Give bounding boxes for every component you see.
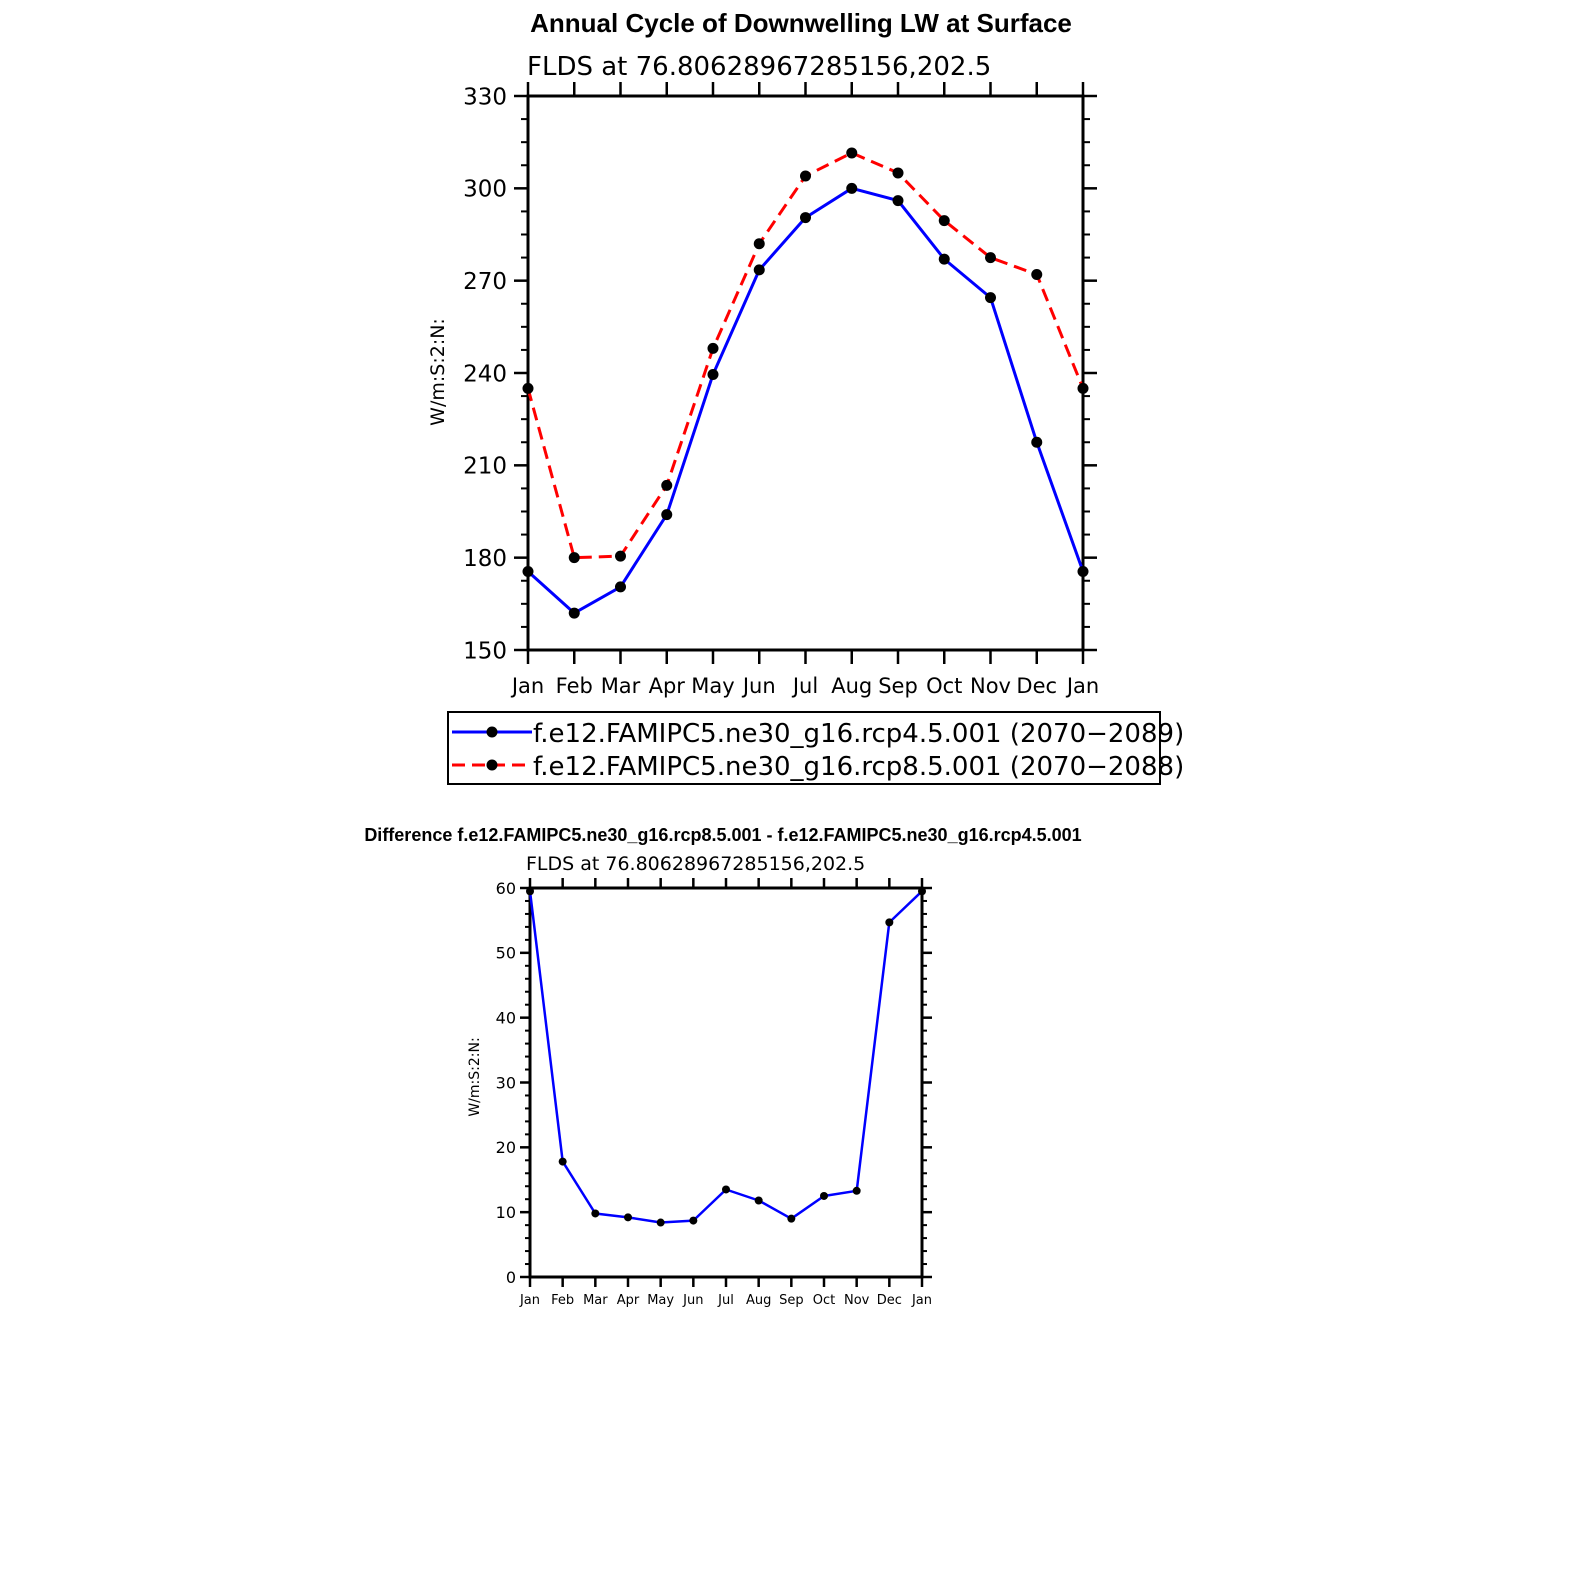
x-tick-label: Jan bbox=[519, 1293, 540, 1308]
chart-legend: f.e12.FAMIPC5.ne30_g16.rcp4.5.001 (2070−… bbox=[447, 711, 1184, 785]
series-point-1 bbox=[1077, 382, 1089, 394]
series-point-0 bbox=[522, 566, 534, 578]
x-tick-label: Apr bbox=[617, 1293, 640, 1308]
y-tick-label: 240 bbox=[463, 361, 507, 387]
chart-subtitle: FLDS at 76.80628967285156,202.5 bbox=[527, 52, 991, 82]
y-tick-label: 10 bbox=[496, 1203, 516, 1222]
series-point-0 bbox=[892, 195, 904, 207]
difference-series-point-0 bbox=[624, 1213, 632, 1222]
y-axis-label: W/m:S:2:N: bbox=[427, 318, 449, 426]
difference-series-point-0 bbox=[918, 887, 926, 896]
series-point-0 bbox=[985, 292, 996, 304]
legend-marker-rcp45 bbox=[486, 726, 498, 738]
series-point-0 bbox=[1031, 436, 1043, 448]
y-tick-label: 300 bbox=[463, 177, 507, 203]
difference-series-point-0 bbox=[885, 918, 894, 927]
x-tick-label: Jul bbox=[717, 1293, 734, 1308]
x-tick-label: Oct bbox=[926, 674, 962, 698]
series-point-1 bbox=[938, 215, 950, 227]
difference-series-line-0 bbox=[528, 890, 923, 1224]
x-tick-label: Jan bbox=[1065, 674, 1099, 698]
x-tick-label: Aug bbox=[746, 1293, 771, 1308]
legend-label-rcp45: f.e12.FAMIPC5.ne30_g16.rcp4.5.001 (2070−… bbox=[533, 719, 1184, 749]
x-tick-label: Jul bbox=[791, 674, 818, 698]
difference-chart-title: Difference f.e12.FAMIPC5.ne30_g16.rcp8.5… bbox=[364, 825, 1081, 845]
x-tick-label: Jan bbox=[510, 674, 544, 698]
y-tick-label: 20 bbox=[496, 1138, 516, 1157]
y-tick-label: 330 bbox=[463, 84, 507, 110]
y-tick-label: 40 bbox=[496, 1008, 516, 1027]
series-point-1 bbox=[1031, 269, 1043, 281]
x-tick-label: Feb bbox=[551, 1293, 574, 1308]
legend-entry-rcp45: f.e12.FAMIPC5.ne30_g16.rcp4.5.001 (2070−… bbox=[452, 719, 1184, 749]
y-tick-label: 60 bbox=[496, 879, 516, 898]
x-tick-label: Apr bbox=[649, 674, 686, 698]
difference-series-point-0 bbox=[754, 1196, 763, 1205]
series-point-1 bbox=[707, 342, 719, 354]
series-line-0 bbox=[526, 186, 1085, 615]
series-point-0 bbox=[615, 581, 626, 593]
series-point-1 bbox=[892, 167, 904, 179]
line-chart-plot-area: Jan Feb Mar Apr May Jun Jul Aug Sep Oct Nov Dec Jan1… bbox=[463, 82, 1099, 698]
series-point-1 bbox=[615, 550, 626, 562]
x-tick-label: May bbox=[647, 1293, 674, 1308]
x-tick-label: Feb bbox=[556, 674, 593, 698]
difference-series-point-0 bbox=[591, 1209, 600, 1218]
plot-frame bbox=[528, 886, 924, 1279]
x-tick-label: May bbox=[691, 674, 734, 698]
y-tick-label: 50 bbox=[496, 944, 516, 963]
difference-series-point-0 bbox=[689, 1216, 698, 1225]
x-tick-label: Dec bbox=[1016, 674, 1057, 698]
series-point-1 bbox=[846, 147, 858, 159]
series-point-1 bbox=[753, 238, 765, 250]
y-tick-label: 0 bbox=[506, 1268, 516, 1287]
x-tick-label: Mar bbox=[583, 1293, 608, 1308]
series-point-0 bbox=[753, 264, 765, 276]
chart-title: Annual Cycle of Downwelling LW at Surfac… bbox=[530, 8, 1072, 38]
series-point-0 bbox=[1077, 566, 1089, 578]
x-tick-label: Dec bbox=[877, 1293, 902, 1308]
y-tick-label: 150 bbox=[463, 638, 507, 664]
series-point-0 bbox=[938, 253, 950, 265]
difference-y-axis-label: W/m:S:2:N: bbox=[467, 1037, 483, 1116]
difference-chart-subtitle: FLDS at 76.80628967285156,202.5 bbox=[526, 853, 865, 875]
legend-entry-rcp85: f.e12.FAMIPC5.ne30_g16.rcp8.5.001 (2070−… bbox=[452, 752, 1184, 782]
series-point-0 bbox=[568, 607, 580, 619]
difference-chart-plot-area: Jan Feb Mar Apr May Jun Jul Aug Sep Oct Nov Dec Jan0… bbox=[496, 878, 932, 1308]
x-tick-label: Jan bbox=[911, 1293, 932, 1308]
series-point-1 bbox=[800, 170, 811, 182]
series-point-0 bbox=[846, 182, 858, 194]
difference-series-point-0 bbox=[820, 1191, 828, 1200]
series-point-1 bbox=[985, 252, 996, 264]
series-point-1 bbox=[661, 479, 673, 491]
x-tick-label: Sep bbox=[878, 674, 918, 698]
x-tick-label: Jun bbox=[741, 674, 776, 698]
legend-box bbox=[447, 711, 1161, 785]
series-point-0 bbox=[800, 212, 811, 224]
difference-series-point-0 bbox=[558, 1157, 567, 1166]
y-tick-label: 270 bbox=[463, 269, 507, 295]
difference-series-point-0 bbox=[526, 887, 534, 896]
x-tick-label: Nov bbox=[844, 1293, 870, 1308]
x-tick-label: Sep bbox=[779, 1293, 804, 1308]
series-point-0 bbox=[707, 369, 719, 381]
x-tick-label: Aug bbox=[831, 674, 872, 698]
legend-marker-rcp85 bbox=[486, 759, 498, 771]
x-tick-label: Jun bbox=[682, 1293, 703, 1308]
difference-series-point-0 bbox=[852, 1186, 861, 1195]
series-point-1 bbox=[522, 382, 534, 394]
series-point-0 bbox=[661, 509, 673, 521]
difference-series-point-0 bbox=[722, 1185, 730, 1194]
y-tick-label: 30 bbox=[496, 1073, 516, 1092]
difference-series-point-0 bbox=[656, 1218, 665, 1227]
legend-label-rcp85: f.e12.FAMIPC5.ne30_g16.rcp8.5.001 (2070−… bbox=[533, 752, 1184, 782]
difference-series-point-0 bbox=[787, 1214, 796, 1223]
y-tick-label: 210 bbox=[463, 454, 507, 480]
x-tick-label: Mar bbox=[601, 674, 641, 698]
x-tick-label: Oct bbox=[813, 1293, 835, 1308]
y-tick-label: 180 bbox=[463, 546, 507, 572]
series-point-1 bbox=[568, 552, 580, 564]
x-tick-label: Nov bbox=[970, 674, 1011, 698]
